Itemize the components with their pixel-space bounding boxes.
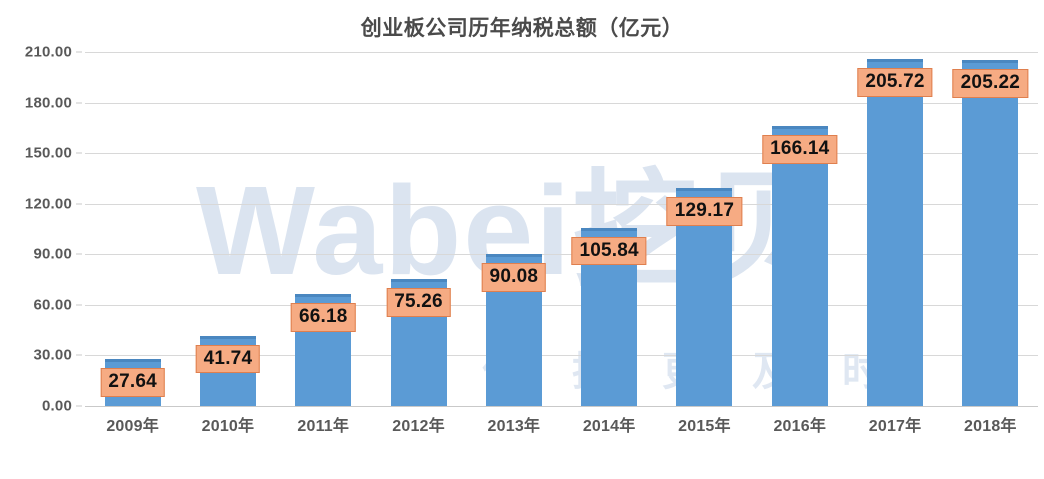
x-axis-tick-label: 2009年 xyxy=(106,418,159,435)
x-axis-tick-label: 2010年 xyxy=(201,418,255,435)
plot-area-gridlines xyxy=(85,52,1038,407)
x-axis-tick-label: 2018年 xyxy=(964,418,1017,435)
y-axis-tick-mark xyxy=(76,102,82,104)
bar-value-label: 75.26 xyxy=(386,288,451,317)
bar-group[interactable]: 75.26 xyxy=(371,52,466,406)
x-axis-tick-label: 2017年 xyxy=(868,418,922,435)
bar-value-label: 205.72 xyxy=(857,68,933,98)
bar-group[interactable]: 205.22 xyxy=(943,52,1038,406)
x-axis: 2009年 2010年 2011年 2012年 2013年 2014年 2015年 2016年… xyxy=(85,412,1038,442)
y-axis-tick-mark xyxy=(76,304,82,306)
y-axis-tick-label: 90.00 xyxy=(33,245,72,263)
bar[interactable] xyxy=(962,60,1019,406)
bar-value-label: 166.14 xyxy=(762,134,838,164)
y-axis-tick-label: 180.00 xyxy=(24,94,72,112)
gridline-0-00 xyxy=(85,406,1038,407)
bar[interactable] xyxy=(771,125,828,406)
y-axis-tick-mark xyxy=(76,405,82,407)
y-axis-tick-label: 210.00 xyxy=(24,43,72,61)
x-axis-tick-label: 2014年 xyxy=(582,418,636,435)
bar-value-label: 66.18 xyxy=(290,303,356,333)
y-axis-tick-label: 150.00 xyxy=(24,144,72,162)
x-axis-tick-label: 2015年 xyxy=(678,418,731,435)
bar-group[interactable]: 166.14 xyxy=(752,52,847,406)
y-axis-tick-mark xyxy=(76,203,82,205)
x-axis-tick-label: 2012年 xyxy=(392,418,445,435)
y-axis-tick-mark xyxy=(76,152,82,154)
y-axis-tick-label: 30.00 xyxy=(33,346,72,364)
y-axis: 0.00 30.00 60.00 90.00 120.00 150.00 180.00 210… xyxy=(0,44,82,415)
x-axis-tick-label: 2016年 xyxy=(773,418,827,435)
bars-layer: 27.64 41.74 66.18 75.26 90.08 105.84 129.17 166… xyxy=(85,52,1038,406)
y-axis-tick-label: 120.00 xyxy=(24,195,72,213)
bar-value-label: 41.74 xyxy=(195,344,261,374)
bar[interactable] xyxy=(867,59,924,406)
bar-group[interactable]: 105.84 xyxy=(562,52,657,406)
chart-title: 创业板公司历年纳税总额（亿元） xyxy=(360,17,684,40)
y-axis-tick-mark xyxy=(76,354,82,356)
gridline-30-00 xyxy=(85,355,1038,357)
bar-value-label: 90.08 xyxy=(481,263,547,292)
x-axis-tick-label: 2013年 xyxy=(487,418,541,435)
bar-value-label: 129.17 xyxy=(666,197,743,227)
bar-group[interactable]: 90.08 xyxy=(466,52,561,406)
gridline-180-00 xyxy=(85,102,1038,104)
gridline-90-00 xyxy=(85,254,1038,256)
bar-group[interactable]: 205.72 xyxy=(847,52,942,406)
bar-value-label: 27.64 xyxy=(100,368,165,398)
y-axis-tick-mark xyxy=(76,51,82,53)
bar-group[interactable]: 66.18 xyxy=(276,52,371,406)
y-axis-tick-label: 0.00 xyxy=(42,397,72,415)
bar-group[interactable]: 129.17 xyxy=(657,52,752,406)
y-axis-tick-label: 60.00 xyxy=(33,296,72,314)
gridline-210-00 xyxy=(85,52,1038,53)
gridline-120-00 xyxy=(85,203,1038,205)
gridline-150-00 xyxy=(85,153,1038,155)
bar-group[interactable]: 41.74 xyxy=(180,52,275,406)
x-axis-tick-label: 2011年 xyxy=(297,418,350,435)
bar-value-label: 105.84 xyxy=(571,236,647,266)
gridline-60-00 xyxy=(85,304,1038,306)
y-axis-tick-mark xyxy=(76,253,82,255)
bar-group[interactable]: 27.64 xyxy=(85,52,180,406)
bar-value-label: 205.22 xyxy=(952,69,1028,98)
